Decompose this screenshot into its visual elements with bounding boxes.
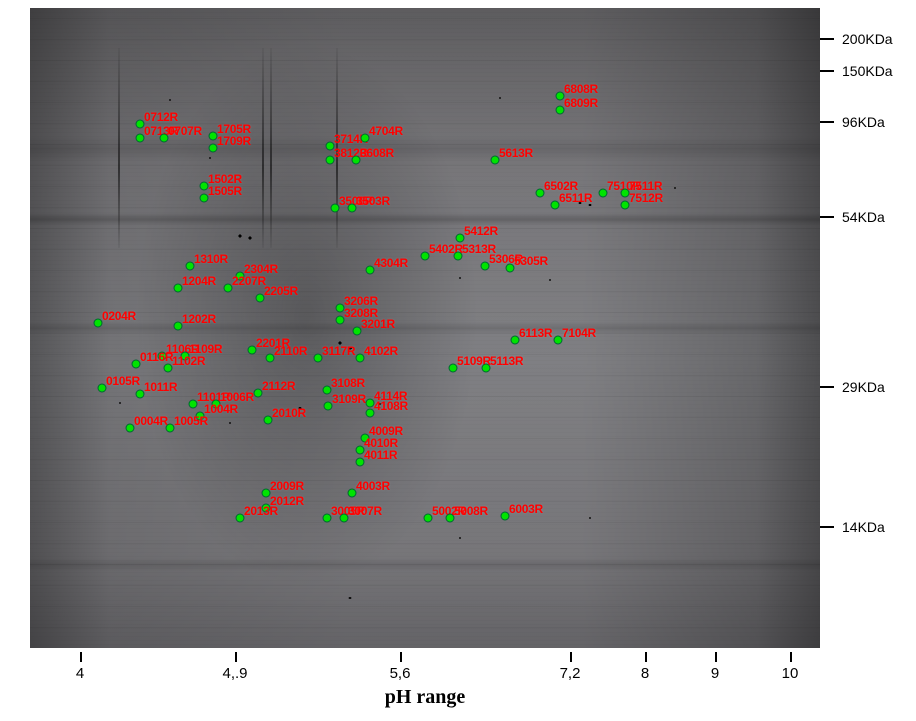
spot-label: 0004R bbox=[134, 414, 168, 428]
mw-tick-mark bbox=[820, 216, 834, 218]
spot-label: 1005R bbox=[174, 414, 208, 428]
spot-label: 1011R bbox=[144, 380, 177, 394]
spot-label: 5008R bbox=[454, 504, 488, 518]
mw-tick-mark bbox=[820, 38, 834, 40]
spot-label: 5305R bbox=[514, 254, 548, 268]
ph-tick-label: 9 bbox=[711, 665, 719, 682]
spot-label: 3608R bbox=[360, 146, 394, 160]
mw-tick: 200KDa bbox=[820, 31, 893, 47]
spot-label: 5613R bbox=[499, 146, 533, 160]
spot-label: 4304R bbox=[374, 256, 408, 270]
spot-label: 3503R bbox=[356, 194, 390, 208]
spot-label: 3109R bbox=[332, 392, 366, 406]
spot-label: 1709R bbox=[217, 134, 251, 148]
spot-label: 1004R bbox=[204, 402, 238, 416]
spot-label: 7512R bbox=[629, 191, 663, 205]
mw-tick-label: 14KDa bbox=[842, 519, 885, 535]
spot-label: 0105R bbox=[106, 374, 140, 388]
spot-label: 6003R bbox=[509, 502, 543, 516]
spot-label: 3117R bbox=[322, 344, 355, 358]
spot-label: 6113R bbox=[519, 326, 552, 340]
ph-tick-label: 4,.9 bbox=[222, 665, 247, 682]
spot-label: 2010R bbox=[272, 406, 306, 420]
spot-label: 5113R bbox=[490, 354, 523, 368]
spot-label: 1102R bbox=[172, 354, 205, 368]
mw-tick-mark bbox=[820, 70, 834, 72]
spot-label: 2013R bbox=[244, 504, 278, 518]
mw-tick: 96KDa bbox=[820, 114, 885, 130]
spot-label: 1202R bbox=[182, 312, 216, 326]
mw-tick: 54KDa bbox=[820, 209, 885, 225]
ph-tick-mark bbox=[80, 652, 82, 662]
spot-label: 0204R bbox=[102, 309, 136, 323]
ph-axis: pH range 4 4,.9 5,6 7,2 8 9 10 bbox=[30, 652, 820, 712]
ph-tick-mark bbox=[400, 652, 402, 662]
spot-label: 2112R bbox=[262, 379, 295, 393]
spot-label: 4108R bbox=[374, 399, 408, 413]
spot-label: 4011R bbox=[364, 448, 397, 462]
spot-label: 6809R bbox=[564, 96, 598, 110]
ph-tick-label: 5,6 bbox=[390, 665, 411, 682]
spot-label: 4003R bbox=[356, 479, 390, 493]
mw-tick-label: 54KDa bbox=[842, 209, 885, 225]
spot-label: 2207R bbox=[232, 274, 266, 288]
gel-streak bbox=[262, 48, 264, 248]
ph-tick-label: 4 bbox=[76, 665, 84, 682]
ph-tick-label: 7,2 bbox=[560, 665, 581, 682]
gel-plot: 6808R6809R0712R0713R0707R1705R1709R3714R… bbox=[30, 8, 820, 648]
spot-label: 0116R bbox=[140, 350, 173, 364]
spot-label: 2009R bbox=[270, 479, 304, 493]
ph-tick-mark bbox=[715, 652, 717, 662]
ph-tick-mark bbox=[570, 652, 572, 662]
spot-label: 2110R bbox=[274, 344, 307, 358]
gel-streak bbox=[118, 48, 120, 248]
ph-tick-mark bbox=[645, 652, 647, 662]
spot-label: 4102R bbox=[364, 344, 398, 358]
spot-label: 3201R bbox=[361, 317, 395, 331]
x-axis-title: pH range bbox=[385, 686, 466, 709]
mw-tick-label: 200KDa bbox=[842, 31, 893, 47]
spot-label: 4704R bbox=[369, 124, 403, 138]
mw-tick: 150KDa bbox=[820, 63, 893, 79]
mw-tick-mark bbox=[820, 526, 834, 528]
spot-label: 5412R bbox=[464, 224, 498, 238]
spot-label: 7104R bbox=[562, 326, 596, 340]
mw-tick: 14KDa bbox=[820, 519, 885, 535]
mw-tick-mark bbox=[820, 386, 834, 388]
spot-label: 6511R bbox=[559, 191, 592, 205]
spot-label: 1204R bbox=[182, 274, 216, 288]
spot-label: 1505R bbox=[208, 184, 242, 198]
spot-label: 6808R bbox=[564, 82, 598, 96]
mw-tick-label: 96KDa bbox=[842, 114, 885, 130]
ph-tick-label: 10 bbox=[782, 665, 799, 682]
gel-streak bbox=[270, 48, 272, 248]
mw-tick-label: 29KDa bbox=[842, 379, 885, 395]
gel-background bbox=[30, 8, 820, 648]
spot-label: 3108R bbox=[331, 376, 365, 390]
spot-label: 2205R bbox=[264, 284, 298, 298]
spot-label: 0712R bbox=[144, 110, 178, 124]
ph-tick-mark bbox=[235, 652, 237, 662]
mw-tick-label: 150KDa bbox=[842, 63, 893, 79]
ph-tick-label: 8 bbox=[641, 665, 649, 682]
spot-label: 1310R bbox=[194, 252, 228, 266]
spot-label: 0707R bbox=[168, 124, 202, 138]
mw-tick: 29KDa bbox=[820, 379, 885, 395]
mw-tick-mark bbox=[820, 121, 834, 123]
ph-tick-mark bbox=[790, 652, 792, 662]
spot-label: 3007R bbox=[348, 504, 382, 518]
